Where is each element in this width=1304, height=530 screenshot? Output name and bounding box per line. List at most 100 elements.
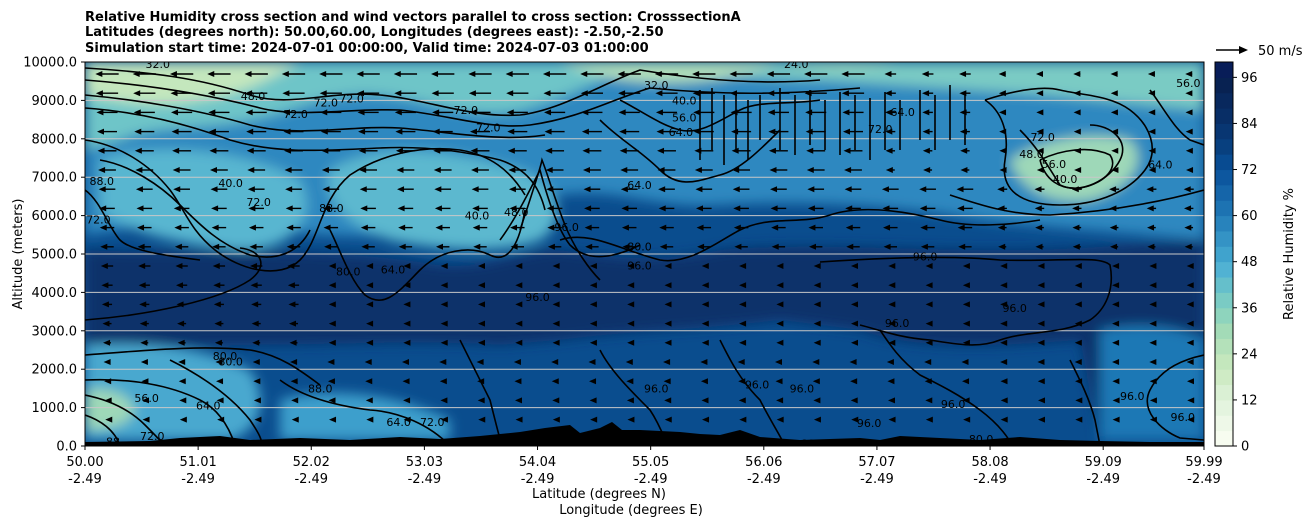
wind-vector <box>214 320 224 327</box>
wind-vector <box>213 301 224 308</box>
wind-vector <box>627 301 635 308</box>
wind-vector <box>998 90 1006 97</box>
x-tick-label-lon: -2.49 <box>634 472 668 487</box>
y-tick-label: 2000.0 <box>32 363 78 378</box>
wind-vector <box>1074 263 1082 269</box>
wind-vector <box>1073 71 1081 77</box>
wind-vector <box>327 378 335 385</box>
wind-vector <box>701 282 709 289</box>
y-tick-label: 3000.0 <box>32 324 78 339</box>
wind-vector <box>138 263 151 269</box>
wind-vector <box>1074 301 1082 308</box>
wind-vector <box>103 339 111 346</box>
contour-label: 96.0 <box>554 221 579 234</box>
wind-vector <box>431 90 454 97</box>
wind-vector <box>813 416 821 423</box>
wind-vector <box>841 90 865 97</box>
wind-vector <box>694 167 713 173</box>
wind-vector <box>1148 128 1156 135</box>
wind-vector <box>664 282 672 289</box>
wind-vector <box>1147 224 1156 231</box>
wind-vector <box>403 263 411 269</box>
wind-vector <box>808 243 823 250</box>
wind-vector <box>545 147 565 154</box>
contour-label: 80.0 <box>336 265 361 278</box>
wind-vector <box>734 243 748 250</box>
wind-vector <box>956 186 974 193</box>
wind-vector <box>733 224 749 231</box>
wind-vector <box>767 109 789 116</box>
wind-vector <box>997 205 1007 212</box>
x-tick-label-lat: 58.08 <box>971 455 1008 470</box>
y-axis-ticks: 0.0 1000.0 2000.0 3000.0 4000.0 5000.0 6000.0 7… <box>23 56 85 455</box>
colorbar-tick-label: 96 <box>1241 71 1258 86</box>
colorbar-segment <box>1215 184 1233 201</box>
contour-label: 40.0 <box>218 177 243 190</box>
wind-vector <box>366 301 374 308</box>
wind-vector <box>179 397 187 404</box>
wind-vector <box>207 90 231 97</box>
contour-label: 88.0 <box>90 175 115 188</box>
wind-vector <box>888 339 896 346</box>
wind-vector <box>627 416 635 423</box>
wind-vector <box>739 301 747 308</box>
wind-vector <box>883 243 898 250</box>
contour-line <box>85 378 236 446</box>
wind-vector <box>959 109 971 116</box>
wind-vector <box>439 378 447 385</box>
wind-vector <box>739 282 747 289</box>
wind-vector <box>1185 90 1193 97</box>
colorbar-segment <box>1215 77 1233 94</box>
wind-vector <box>1034 205 1045 212</box>
wind-vector <box>806 147 826 154</box>
wind-vector <box>850 397 858 404</box>
wind-vector <box>580 71 604 77</box>
wind-vector <box>366 416 374 423</box>
wind-vector <box>581 128 602 135</box>
wind-vector <box>733 205 749 212</box>
wind-vector <box>1112 339 1120 346</box>
wind-vector <box>1000 359 1008 365</box>
wind-vector <box>1075 378 1083 385</box>
humidity-field <box>85 62 1204 440</box>
wind-vector <box>658 186 675 193</box>
wind-vector <box>328 282 336 289</box>
wind-vector <box>959 128 970 135</box>
wind-vector <box>329 416 337 423</box>
wind-vector <box>958 243 972 250</box>
wind-vector <box>659 243 674 250</box>
wind-vector <box>514 397 522 404</box>
wind-vector <box>328 263 336 269</box>
wind-vector <box>851 416 859 423</box>
wind-vector <box>812 359 820 365</box>
wind-vector <box>320 128 341 135</box>
wind-vector <box>282 109 305 116</box>
contour-label: 48.0 <box>241 90 266 103</box>
wind-vector <box>1148 147 1156 154</box>
wind-vector <box>1111 167 1119 173</box>
wind-vector <box>1147 71 1155 77</box>
wind-vector <box>470 147 490 154</box>
wind-vector <box>471 186 489 193</box>
wind-vector <box>356 71 380 77</box>
humidity-region-mid-left <box>100 149 307 250</box>
wind-vector <box>440 263 448 269</box>
contour-label: 88 <box>106 435 120 448</box>
wind-vector <box>1186 167 1194 173</box>
wind-vector <box>696 224 712 231</box>
colorbar-segment <box>1215 138 1233 155</box>
wind-vector <box>1110 90 1118 97</box>
wind-vector <box>177 320 187 327</box>
wind-vector <box>478 320 485 327</box>
wind-vector <box>922 90 934 97</box>
contour-line <box>169 359 263 446</box>
wind-vector <box>366 263 374 269</box>
wind-vector <box>282 90 305 97</box>
wind-vector <box>925 301 933 308</box>
wind-vector <box>509 205 526 212</box>
colorbar-tick-label: 36 <box>1241 301 1258 316</box>
wind-vector <box>962 301 970 308</box>
wind-vector <box>739 339 747 346</box>
wind-vector <box>1036 128 1044 135</box>
wind-vector <box>620 186 638 193</box>
